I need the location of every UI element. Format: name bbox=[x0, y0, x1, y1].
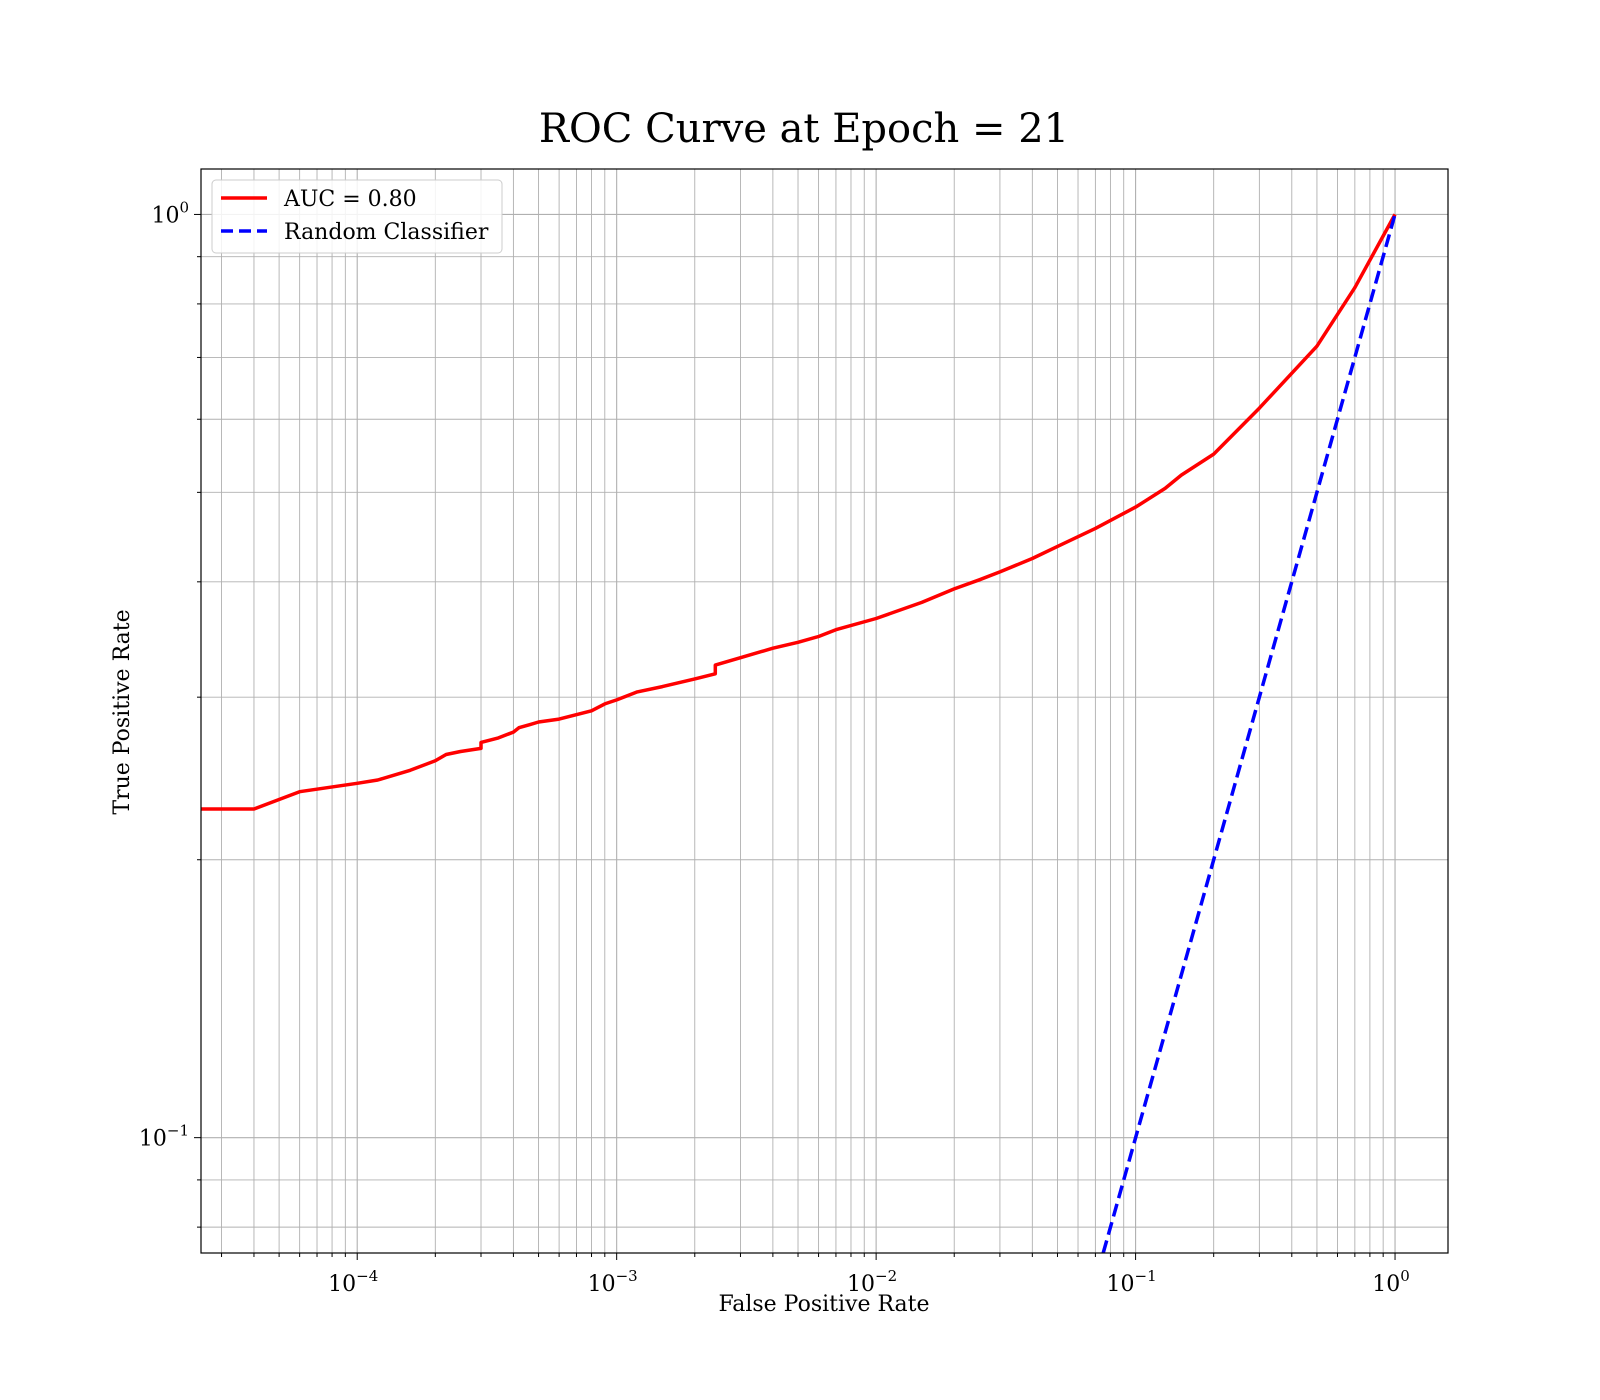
legend-box bbox=[211, 179, 503, 254]
y-tick-label: 10−1 bbox=[139, 1122, 189, 1152]
grid-lines bbox=[201, 169, 1448, 1253]
plot-series bbox=[201, 213, 1397, 1253]
roc-curve-line bbox=[201, 213, 1397, 811]
legend-label-random: Random Classifier bbox=[284, 220, 489, 245]
plot-frame bbox=[200, 168, 1449, 1254]
x-tick-label: 10−2 bbox=[847, 1267, 897, 1297]
x-tick-label: 10−1 bbox=[1107, 1267, 1157, 1297]
chart-title: ROC Curve at Epoch = 21 bbox=[539, 106, 1069, 152]
legend: AUC = 0.80 Random Classifier bbox=[211, 179, 503, 254]
x-axis-label: False Positive Rate bbox=[718, 1292, 929, 1317]
legend-label-auc: AUC = 0.80 bbox=[283, 187, 417, 212]
y-axis-label: True Positive Rate bbox=[110, 609, 135, 814]
x-tick-label: 100 bbox=[1372, 1267, 1410, 1297]
axis-ticks: 10−4 10−3 10−2 10−1 100 10−1 100 bbox=[139, 198, 1410, 1297]
x-tick-label: 10−3 bbox=[588, 1267, 638, 1297]
y-tick-label: 100 bbox=[151, 198, 189, 228]
x-tick-label: 10−4 bbox=[328, 1267, 378, 1297]
random-classifier-line bbox=[1101, 213, 1397, 1253]
